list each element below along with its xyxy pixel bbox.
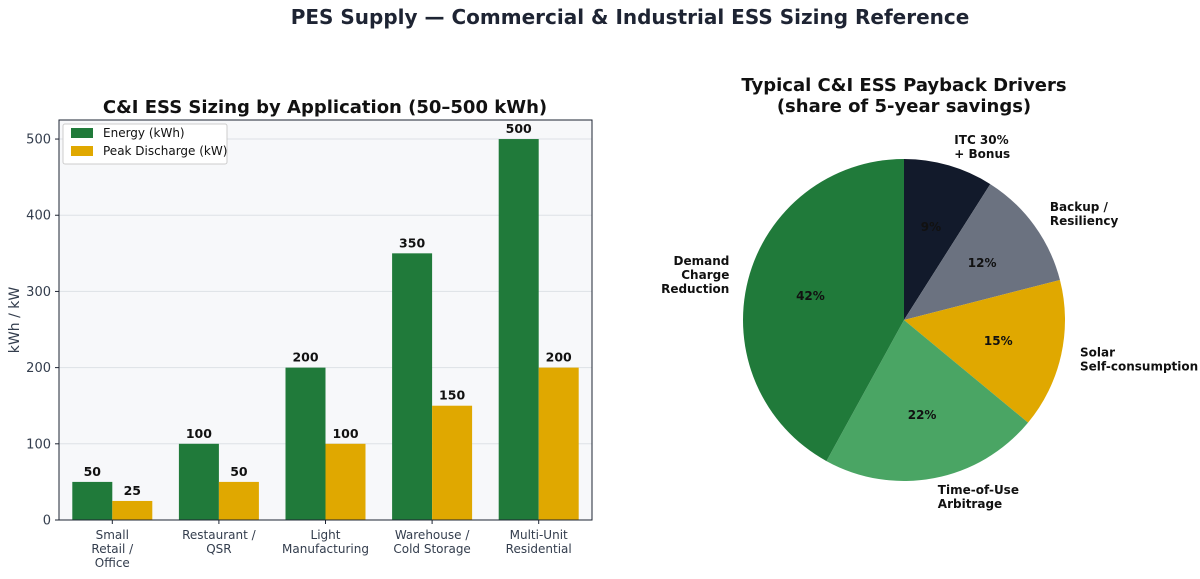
bar-energy: [285, 367, 326, 520]
x-tick-label: Office: [95, 556, 130, 570]
pie-slice-label: Solar: [1080, 345, 1115, 359]
x-tick-label: Cold Storage: [393, 542, 470, 556]
y-axis-label: kWh / kW: [7, 287, 23, 354]
x-tick-label: Restaurant /: [182, 528, 257, 542]
pie-title-line-2: (share of 5-year savings): [777, 96, 1031, 117]
legend-swatch-energy: [71, 128, 93, 138]
y-tick-label: 400: [26, 209, 51, 224]
bar-peak: [112, 500, 153, 520]
figure-title: PES Supply — Commercial & Industrial ESS…: [291, 5, 970, 29]
y-tick-label: 500: [26, 133, 51, 148]
legend-frame: [62, 123, 228, 165]
bar-value-label: 150: [439, 388, 465, 403]
pie-slice-label: Arbitrage: [938, 497, 1002, 511]
bar-value-label: 350: [399, 235, 425, 250]
bar-peak: [218, 481, 259, 520]
pie-slice: [904, 159, 991, 320]
bar-value-label: 100: [332, 426, 358, 441]
x-tick-label: Manufacturing: [282, 542, 369, 556]
y-tick-label: 300: [26, 285, 51, 300]
bar-energy: [72, 481, 113, 520]
pie-percent-label: 22%: [908, 408, 937, 422]
pie-slice-label: Demand: [674, 254, 730, 268]
bar-chart: C&I ESS Sizing by Application (50–500 kW…: [7, 97, 593, 570]
bar-value-label: 50: [84, 464, 102, 479]
bar-energy: [498, 139, 539, 521]
pie-percent-label: 9%: [921, 220, 941, 234]
pie-percent-label: 12%: [968, 256, 997, 270]
pie-slice-label: Time-of-Use: [938, 483, 1019, 497]
bar-value-label: 100: [186, 426, 212, 441]
pie-percent-label: 15%: [984, 334, 1013, 348]
pie-chart: Typical C&I ESS Payback Drivers (share o…: [661, 75, 1198, 511]
x-tick-label: Multi-Unit: [510, 528, 568, 542]
x-tick-label: Warehouse /: [395, 528, 471, 542]
y-tick-label: 200: [26, 361, 51, 376]
bar-peak: [325, 443, 366, 520]
pie-slice-label: Resiliency: [1050, 214, 1119, 228]
bar-peak: [538, 367, 579, 520]
bar-energy: [392, 253, 433, 521]
x-tick-label: Residential: [506, 542, 572, 556]
pie-slice: [904, 279, 1065, 423]
y-tick-label: 100: [26, 437, 51, 452]
x-tick-label: QSR: [206, 542, 231, 556]
pie-title-line-1: Typical C&I ESS Payback Drivers: [741, 75, 1066, 96]
pie-slice-label: ITC 30%: [954, 133, 1008, 147]
bar-chart-title: C&I ESS Sizing by Application (50–500 kW…: [103, 97, 547, 118]
pie-percent-label: 42%: [796, 289, 825, 303]
bar-peak: [432, 405, 473, 520]
pie-slice-label: Charge: [681, 268, 729, 282]
legend: Energy (kWh) Peak Discharge (kW): [62, 123, 228, 165]
bar-value-label: 500: [506, 121, 532, 136]
pie-slice-label: Reduction: [661, 282, 729, 296]
y-tick-label: 0: [43, 514, 51, 529]
pie-slice: [904, 184, 1060, 320]
legend-swatch-peak: [71, 146, 93, 156]
legend-label-peak: Peak Discharge (kW): [103, 144, 227, 158]
bar-energy: [178, 443, 219, 520]
x-tick-label: Light: [311, 528, 341, 542]
bar-value-label: 200: [292, 350, 318, 365]
pie-slice-label: + Bonus: [954, 147, 1010, 161]
x-tick-label: Retail /: [91, 542, 134, 556]
bar-value-label: 25: [124, 483, 141, 498]
bar-value-label: 50: [230, 464, 248, 479]
legend-label-energy: Energy (kWh): [103, 126, 185, 140]
pie-slice-label: Self-consumption: [1080, 359, 1198, 373]
pie-slice: [743, 159, 904, 462]
x-tick-label: Small: [96, 528, 129, 542]
pie-slice-label: Backup /: [1050, 200, 1109, 214]
bar-value-label: 200: [546, 350, 572, 365]
pie-slice: [826, 320, 1029, 481]
